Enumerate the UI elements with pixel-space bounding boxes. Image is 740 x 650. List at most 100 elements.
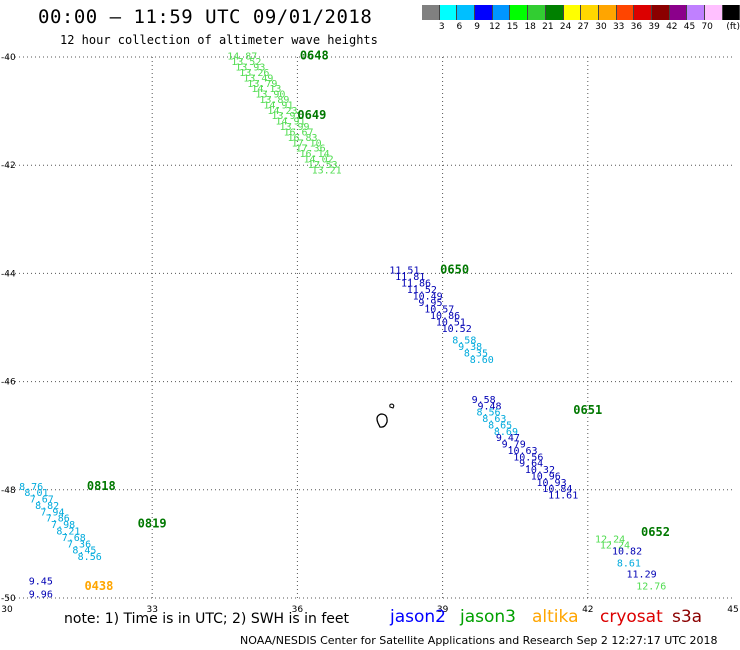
legend-label: 9: [474, 22, 480, 32]
legend-label: 6: [456, 22, 463, 32]
swh-value: 11.81: [395, 272, 425, 283]
legend-swatch: [669, 5, 688, 20]
legend-label: 15: [506, 22, 519, 32]
swh-value: 13.91: [271, 111, 301, 122]
pass-time-label: 0648: [300, 49, 329, 63]
swh-value: 10.51: [436, 317, 466, 328]
swh-value: 7.36: [67, 539, 91, 550]
lat-tick-label: -40: [1, 53, 16, 63]
legend-swatch: [616, 5, 635, 20]
swh-value: 9.79: [502, 439, 526, 450]
swh-value: 13.21: [312, 165, 342, 176]
swh-value: 9.48: [477, 402, 501, 413]
swh-value: 10.86: [430, 311, 460, 322]
swh-value: 11.86: [401, 278, 431, 289]
legend-label: 18: [524, 22, 536, 32]
swh-value: 10.93: [536, 478, 566, 489]
lat-tick-label: -44: [1, 269, 16, 279]
swh-value: 10.49: [413, 291, 443, 302]
pass-time-label: 0818: [87, 479, 116, 493]
footnote: note: 1) Time is in UTC; 2) SWH is in fe…: [64, 611, 350, 627]
swh-value: 8.63: [482, 414, 506, 425]
lat-tick-label: -48: [1, 486, 16, 496]
swh-value: 11.61: [548, 491, 578, 502]
legend-label: 70: [701, 22, 713, 32]
swh-value: 11.51: [389, 265, 419, 276]
lon-tick-label: 42: [582, 605, 593, 615]
swh-value: 10.82: [612, 547, 642, 558]
pass-time-label: 0438: [84, 579, 113, 593]
legend-swatch: [581, 5, 599, 20]
swh-value: 10.63: [507, 446, 537, 457]
swh-value: 14.91: [263, 100, 293, 111]
swh-value: 12.53: [308, 160, 338, 171]
swh-value: 13.79: [247, 79, 277, 90]
swh-value: 17.36: [296, 144, 326, 155]
swh-value: 16.83: [287, 133, 317, 144]
swh-value: 13.89: [259, 95, 289, 106]
swh-value: 14.87: [227, 52, 257, 63]
pass-time-label: 0649: [297, 108, 326, 122]
island-shape: [389, 403, 395, 409]
lon-tick-label: 39: [437, 605, 449, 615]
legend-swatch: [705, 5, 723, 20]
legend-swatch: [439, 5, 458, 20]
swh-value: 14.23: [267, 106, 297, 117]
swh-value: 12.24: [600, 541, 630, 552]
legend-label: 12: [489, 22, 501, 32]
swh-value: 8.58: [452, 336, 476, 347]
swh-value: 16.14: [300, 149, 330, 160]
legend-swatch: [475, 5, 493, 20]
satellite-jason2: jason2: [390, 607, 446, 627]
island-shape: [376, 413, 388, 428]
legend-label: 39: [648, 22, 660, 32]
swh-value: 8.21: [56, 526, 80, 537]
swh-value: 9.38: [458, 342, 482, 353]
swh-value: 7.94: [40, 507, 64, 518]
legend-swatch: [598, 5, 617, 20]
map-title: 00:00 – 11:59 UTC 09/01/2018: [38, 6, 373, 28]
legend-label: 42: [666, 22, 678, 32]
swh-value: 9.58: [472, 395, 496, 406]
legend-swatch: [422, 5, 440, 20]
satellite-cryosat: cryosat: [600, 607, 663, 627]
satellite-jason3: jason3: [460, 607, 516, 627]
swh-value: 10.57: [424, 304, 454, 315]
legend-swatch: [687, 5, 705, 20]
swh-value: 14.91: [275, 117, 305, 128]
swh-value: 7.98: [51, 520, 75, 531]
swh-value: 12.76: [636, 581, 666, 592]
swh-value: 9.95: [418, 298, 442, 309]
satellite-altika: altika: [532, 607, 579, 627]
legend-swatch: [528, 5, 546, 20]
swh-value: 10.32: [525, 465, 555, 476]
lon-tick-label: 36: [292, 605, 304, 615]
swh-value: 8.56: [78, 552, 102, 563]
satellite-s3a: s3a: [672, 607, 703, 627]
legend-label: 33: [612, 22, 625, 32]
legend-swatch: [510, 5, 529, 20]
lon-tick-label: 33: [146, 605, 157, 615]
map-subtitle: 12 hour collection of altimeter wave hei…: [60, 33, 378, 47]
swh-value: 9.64: [519, 459, 543, 470]
swh-value: 7.68: [62, 533, 86, 544]
swh-value: 13.49: [243, 73, 273, 84]
lat-tick-label: -42: [1, 161, 16, 171]
legend-label: 3: [438, 22, 445, 32]
swh-value: 13.52: [231, 57, 261, 68]
pass-time-label: 0652: [641, 525, 670, 539]
swh-value: 10.52: [442, 324, 472, 335]
legend-label: 24: [559, 22, 572, 32]
swh-value: 10.56: [513, 452, 543, 463]
legend-label: 27: [577, 22, 590, 32]
swh-value: 11.52: [407, 285, 437, 296]
swh-value: 8.61: [617, 559, 641, 570]
swh-value: 13.99: [279, 122, 309, 133]
credit-line: NOAA/NESDIS Center for Satellite Applica…: [240, 634, 718, 647]
swh-value: 8.82: [35, 501, 59, 512]
legend-swatch: [457, 5, 476, 20]
swh-value: 8.65: [488, 420, 512, 431]
swh-value: 9.47: [496, 433, 520, 444]
swh-value: 12.24: [595, 534, 625, 545]
